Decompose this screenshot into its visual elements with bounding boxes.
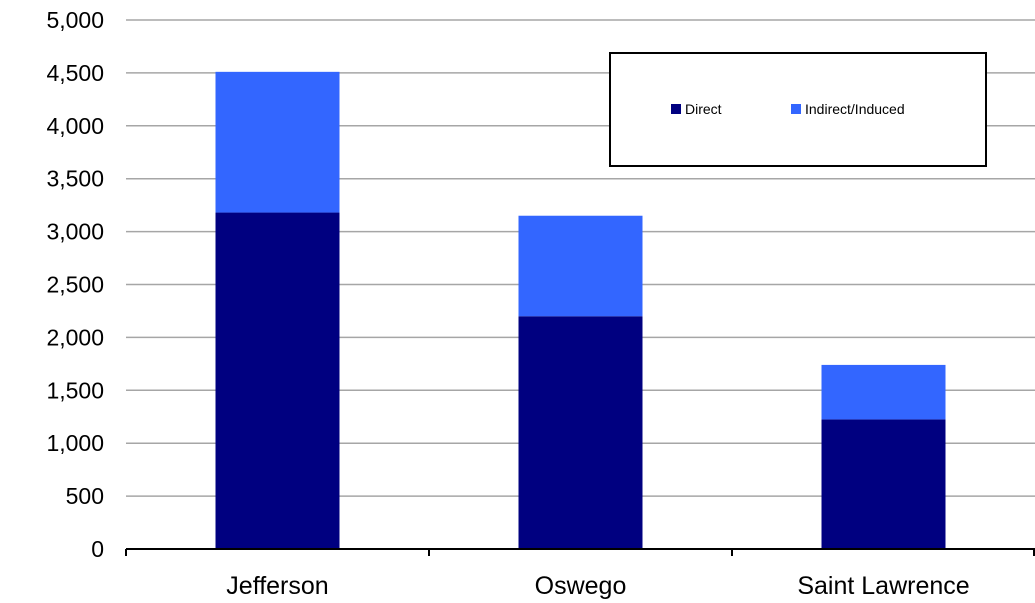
y-tick-label: 4,000 — [46, 113, 104, 139]
y-tick-label: 1,500 — [46, 377, 104, 403]
legend-swatch-direct — [671, 104, 681, 114]
bar-segment-direct-saint-lawrence — [821, 419, 946, 549]
bar-segment-indirect-induced-oswego — [518, 215, 643, 317]
x-axis — [125, 548, 1035, 556]
x-category-label: Jefferson — [226, 572, 328, 600]
y-tick-label: 1,000 — [46, 430, 104, 456]
y-tick-label: 500 — [66, 483, 104, 509]
y-tick-label: 4,500 — [46, 60, 104, 86]
y-tick-label: 0 — [91, 536, 104, 562]
bar-segment-direct-oswego — [518, 316, 643, 549]
y-tick-label: 2,000 — [46, 324, 104, 350]
bars — [215, 71, 946, 549]
y-tick-label: 3,500 — [46, 166, 104, 192]
legend-label-direct: Direct — [685, 101, 722, 117]
bar-segment-indirect-induced-jefferson — [215, 71, 340, 213]
x-axis-category-labels: Jefferson Oswego Saint Lawrence — [226, 572, 969, 600]
legend-swatch-indirect-induced — [791, 104, 801, 114]
legend: Direct Indirect/Induced — [609, 52, 987, 167]
x-category-label: Saint Lawrence — [797, 572, 969, 600]
y-axis-tick-labels: 0 500 1,000 1,500 2,000 2,500 3,000 3,500 4,000 4… — [46, 7, 104, 562]
y-tick-label: 5,000 — [46, 7, 104, 33]
legend-label-indirect-induced: Indirect/Induced — [805, 101, 905, 117]
x-category-label: Oswego — [535, 572, 627, 600]
y-tick-label: 3,000 — [46, 219, 104, 245]
y-tick-label: 2,500 — [46, 272, 104, 298]
bar-segment-indirect-induced-saint-lawrence — [821, 364, 946, 420]
bar-segment-direct-jefferson — [215, 212, 340, 549]
